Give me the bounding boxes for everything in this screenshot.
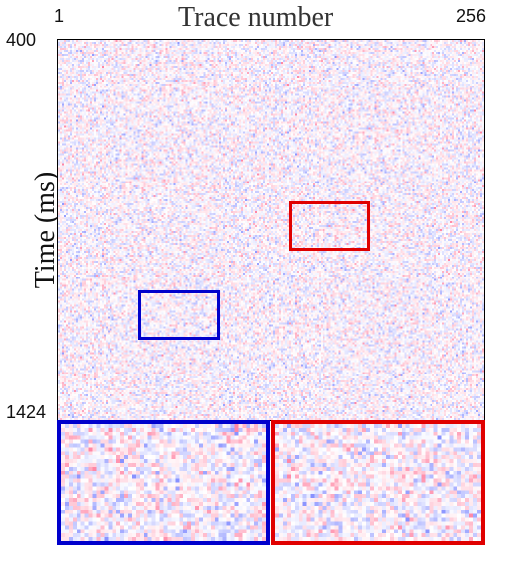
- red-roi-rectangle: [289, 201, 370, 251]
- x-tick-left: 1: [54, 6, 65, 26]
- y-tick-top: 400: [6, 30, 37, 50]
- blue-zoom-panel: [57, 420, 270, 545]
- blue-zoom-image: [61, 424, 266, 541]
- blue-roi-rectangle: [138, 290, 220, 340]
- seismic-image: [58, 40, 484, 420]
- red-zoom-image: [275, 424, 481, 541]
- seismic-section: [57, 39, 485, 421]
- y-tick-bottom: 1424: [6, 402, 47, 422]
- red-zoom-panel: [271, 420, 485, 545]
- plot-title: Trace number: [178, 2, 334, 33]
- x-tick-right: 256: [456, 6, 487, 26]
